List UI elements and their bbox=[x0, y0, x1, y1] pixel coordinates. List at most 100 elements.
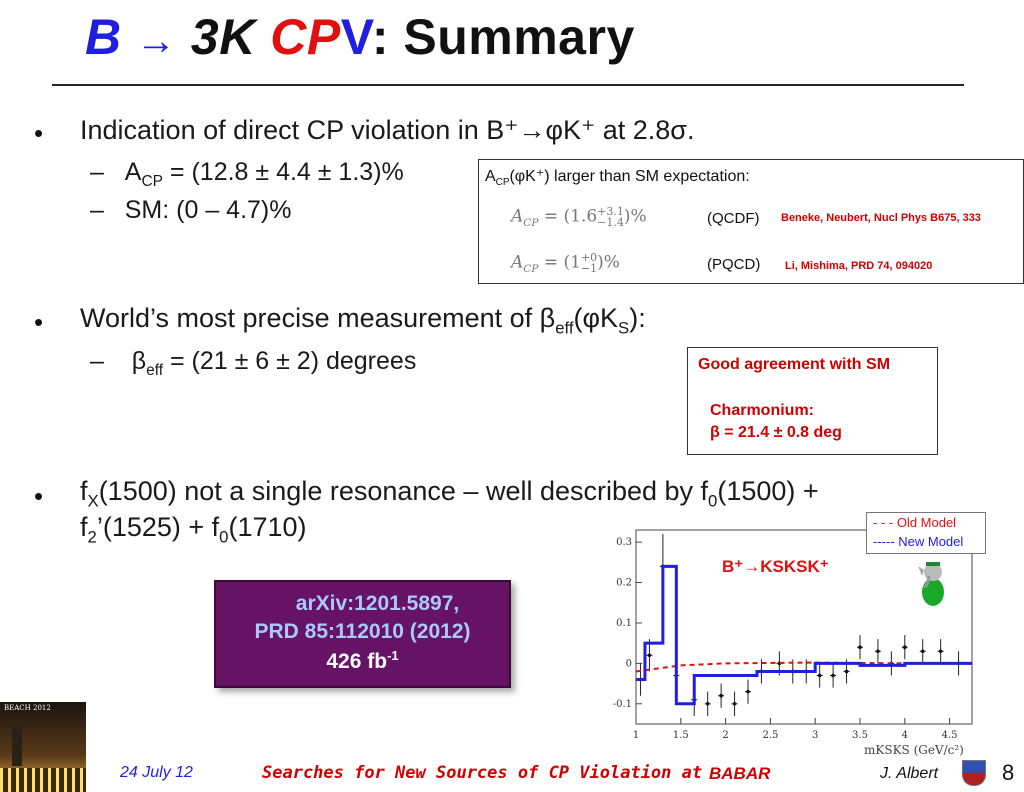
x-tick-label: 1 bbox=[633, 730, 639, 741]
b2-pre: World’s most precise measurement of β bbox=[80, 303, 556, 333]
bullet-3-line-2: f2’(1525) + f0(1710) bbox=[80, 512, 307, 547]
babar-logo-text: BABAR bbox=[709, 764, 771, 783]
bullet-dot-2: • bbox=[34, 307, 44, 337]
y-tick-label: 0 bbox=[626, 658, 632, 669]
bullet-2-sub-1: – βeff = (21 ± 6 ± 2) degrees bbox=[90, 347, 416, 380]
title-b: B bbox=[85, 9, 122, 65]
data-point bbox=[920, 649, 925, 654]
chart-legend: - - - Old Model ----- New Model bbox=[866, 512, 986, 554]
university-crest-icon bbox=[962, 760, 986, 786]
b3-sub-0: 0 bbox=[708, 491, 718, 511]
lumi-sup: -1 bbox=[387, 648, 399, 663]
chart-title: B⁺→KSKSK⁺ bbox=[722, 557, 829, 576]
x-axis-label: mKSKS (GeV/c²) bbox=[864, 743, 964, 757]
qcdf-formula: ACP = (1.6 +3.1 −1.4)% bbox=[511, 205, 647, 229]
b2-end: ): bbox=[629, 303, 646, 333]
title-divider bbox=[52, 84, 964, 86]
acp-a: A bbox=[124, 158, 142, 186]
new-model-line bbox=[636, 564, 972, 706]
x-tick-label: 3 bbox=[812, 730, 818, 741]
beach-2012-thumbnail: BEACH 2012 bbox=[0, 702, 86, 792]
y-tick-label: 0.3 bbox=[616, 537, 632, 548]
pqcd-reference: Li, Mishima, PRD 74, 094020 bbox=[785, 260, 933, 272]
pqcd-formula: ACP = (1 +0 −1)% bbox=[511, 251, 620, 275]
x-tick-label: 3.5 bbox=[852, 730, 868, 741]
beta: β bbox=[131, 347, 147, 375]
x-tick-label: 2 bbox=[722, 730, 728, 741]
b3l2-sub-2: 2 bbox=[87, 527, 97, 547]
title-colon: : bbox=[371, 9, 389, 65]
x-tick-label: 4 bbox=[902, 730, 908, 741]
qcdf-label: (QCDF) bbox=[707, 210, 760, 227]
kskskplus-chart: 1 1.5 2 2.5 3 3.5 4 4.5 -0.1 0 0.1 0.2 0.3 B⁺→KSKSK⁺… bbox=[613, 529, 973, 757]
bullet-1-sub-2: – SM: (0 – 4.7)% bbox=[90, 196, 291, 225]
data-point bbox=[903, 645, 907, 650]
heading-rest: (φK⁺) larger than SM expectation: bbox=[509, 168, 750, 185]
charmonium-label: Charmonium: bbox=[710, 402, 814, 419]
footer-author: J. Albert bbox=[880, 765, 939, 782]
b3l2-sub-0: 0 bbox=[219, 527, 229, 547]
dash: – bbox=[90, 196, 104, 224]
pqcd-label: (PQCD) bbox=[707, 256, 761, 273]
arxiv-box: arXiv:1201.5897, PRD 85:112010 (2012) 42… bbox=[214, 580, 511, 688]
lumi: 426 fb bbox=[326, 650, 388, 673]
statue-silhouette bbox=[12, 726, 22, 766]
data-point bbox=[876, 649, 880, 654]
x-tick-label: 1.5 bbox=[673, 730, 689, 741]
bullet-3-line-1: fX(1500) not a single resonance – well d… bbox=[80, 476, 819, 511]
bullet-2: World’s most precise measurement of βeff… bbox=[80, 303, 646, 338]
sm-agreement-line1: Good agreement with SM bbox=[698, 356, 891, 373]
thumbnail-label: BEACH 2012 bbox=[4, 704, 51, 712]
x-tick-label: 4.5 bbox=[942, 730, 958, 741]
data-point bbox=[732, 701, 737, 706]
bullet-dot-1: • bbox=[34, 118, 44, 148]
beta-value: = (21 ± 6 ± 2) degrees bbox=[163, 347, 417, 375]
data-point bbox=[817, 673, 822, 678]
b3-text: (1500) not a single resonance – well des… bbox=[98, 476, 709, 506]
charmonium-value: β = 21.4 ± 0.8 deg bbox=[710, 424, 842, 441]
beta-sub: eff bbox=[146, 362, 164, 379]
b2-mid: (φK bbox=[573, 303, 619, 333]
b3l2-text: ’(1525) + f bbox=[96, 512, 220, 542]
data-point bbox=[746, 689, 750, 694]
acp-value: = (12.8 ± 4.4 ± 1.3)% bbox=[162, 158, 404, 186]
footer-searches: Searches for New Sources of CP Violation… bbox=[262, 763, 702, 783]
qcdf-reference: Beneke, Neubert, Nucl Phys B675, 333 bbox=[781, 212, 981, 224]
legend-new-model: ----- New Model bbox=[873, 534, 964, 549]
b3-f: f bbox=[80, 476, 88, 506]
data-point bbox=[719, 693, 723, 698]
b3l2-f: f bbox=[80, 512, 88, 542]
y-tick-label: 0.1 bbox=[616, 618, 632, 629]
bullet-dot-3: • bbox=[34, 481, 44, 511]
heading-sub: CP bbox=[495, 177, 510, 189]
page-number: 8 bbox=[1002, 760, 1015, 785]
footer-date: 24 July 12 bbox=[120, 764, 193, 781]
babar-elephant-icon bbox=[918, 562, 944, 606]
title-cp: CP bbox=[270, 9, 341, 65]
heading-a: A bbox=[485, 168, 496, 185]
b3-sub-x: X bbox=[87, 491, 99, 511]
y-tick-label: -0.1 bbox=[613, 699, 632, 710]
b3-end: (1500) + bbox=[717, 476, 819, 506]
plot-frame bbox=[635, 529, 973, 725]
data-point bbox=[831, 673, 835, 678]
title-3k: 3K bbox=[190, 9, 256, 65]
b3l2-end: (1710) bbox=[228, 512, 307, 542]
city-lights bbox=[0, 768, 86, 792]
legend-old-model: - - - Old Model bbox=[873, 515, 957, 530]
bullet-1-sub-1: – ACP = (12.8 ± 4.4 ± 1.3)% bbox=[90, 158, 404, 191]
dash: – bbox=[90, 158, 104, 186]
arxiv-line3: 426 fb-1 bbox=[216, 648, 509, 674]
dash: – bbox=[90, 347, 104, 375]
y-tick-label: 0.2 bbox=[616, 578, 632, 589]
acp-expectation-box: ACP(φK⁺) larger than SM expectation: ACP… bbox=[478, 159, 1024, 284]
bullet-1: Indication of direct CP violation in B⁺→… bbox=[80, 115, 695, 145]
title-arrow: → bbox=[136, 19, 177, 63]
b2-sub: eff bbox=[555, 318, 574, 338]
arxiv-line2: PRD 85:112010 (2012) bbox=[254, 620, 471, 643]
acp-sub: CP bbox=[141, 173, 163, 190]
sm-range: SM: (0 – 4.7)% bbox=[124, 196, 292, 224]
data-point bbox=[705, 701, 710, 706]
acp-box-heading: ACP(φK⁺) larger than SM expectation: bbox=[485, 166, 750, 188]
data-point bbox=[844, 669, 849, 674]
